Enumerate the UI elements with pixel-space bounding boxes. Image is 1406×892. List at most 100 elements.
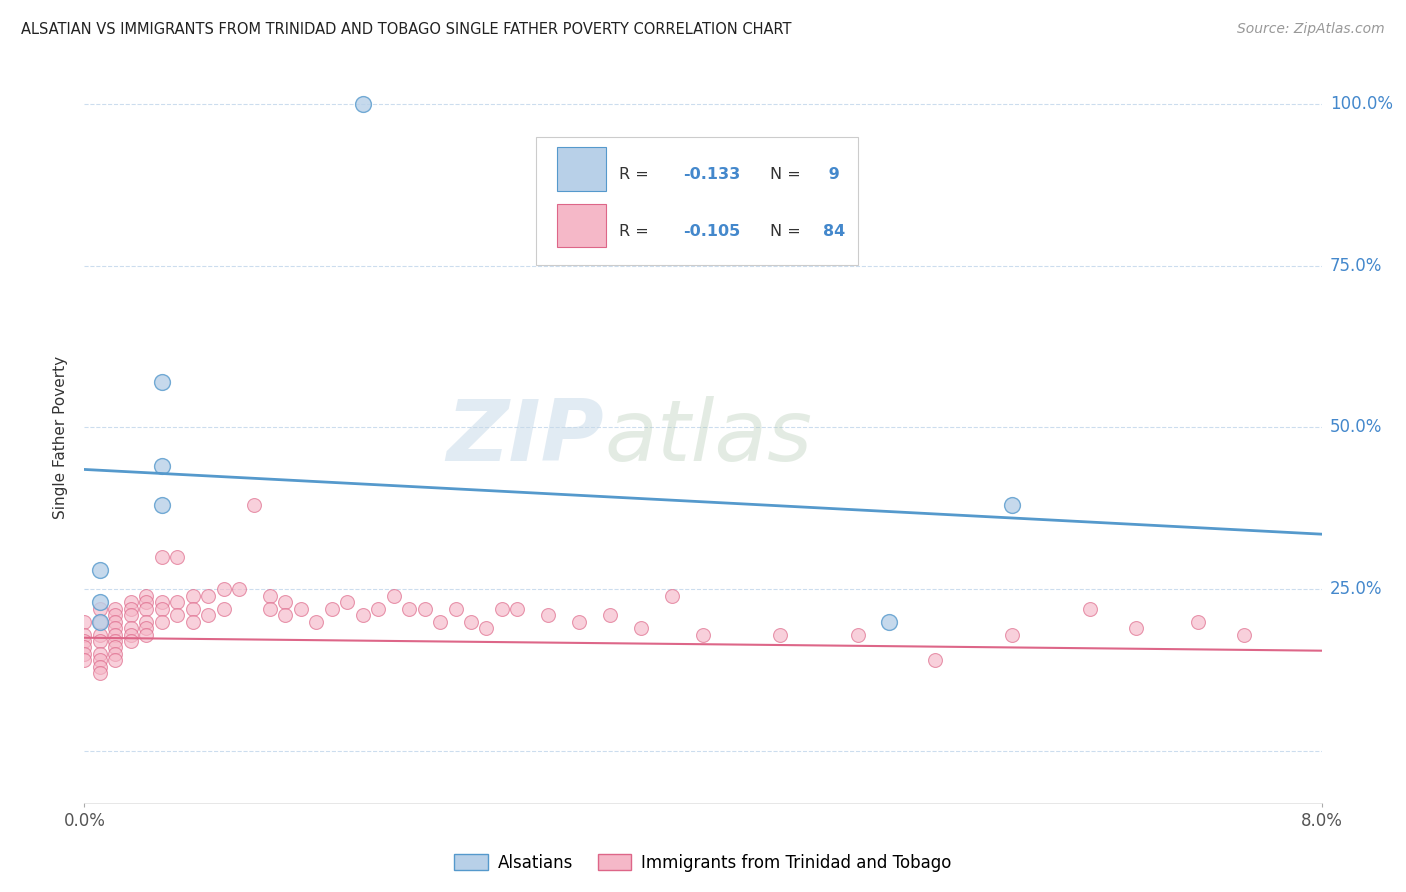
Text: ALSATIAN VS IMMIGRANTS FROM TRINIDAD AND TOBAGO SINGLE FATHER POVERTY CORRELATIO: ALSATIAN VS IMMIGRANTS FROM TRINIDAD AND… (21, 22, 792, 37)
Point (877, 615, 900, 629)
Point (89, 634, 111, 648)
Point (491, 601, 513, 615)
Text: R =: R = (619, 167, 654, 182)
Point (104, 621, 127, 635)
Point (259, 589, 281, 603)
Point (104, 634, 127, 648)
Text: -0.133: -0.133 (683, 167, 741, 182)
Point (89, 627, 111, 641)
Point (197, 589, 219, 603)
Point (413, 601, 436, 615)
Point (73, 615, 96, 629)
Text: atlas: atlas (605, 395, 813, 479)
Point (89, 595, 111, 609)
Point (135, 615, 157, 629)
Point (212, 601, 235, 615)
Point (398, 601, 420, 615)
Point (769, 627, 792, 641)
Point (166, 595, 188, 609)
Point (166, 608, 188, 623)
Point (120, 621, 142, 635)
FancyBboxPatch shape (557, 203, 606, 247)
Text: 84: 84 (823, 224, 845, 239)
Text: 100.0%: 100.0% (1330, 95, 1393, 112)
Point (89, 615, 111, 629)
Point (367, 601, 389, 615)
Point (382, 589, 405, 603)
Point (104, 640, 127, 655)
Point (135, 627, 157, 641)
Point (321, 601, 343, 615)
Point (89, 660, 111, 674)
Point (352, 608, 374, 623)
Point (89, 653, 111, 667)
Point (73, 634, 96, 648)
Point (630, 621, 652, 635)
Point (73, 640, 96, 655)
Point (924, 653, 946, 667)
Point (274, 595, 297, 609)
FancyBboxPatch shape (557, 147, 606, 191)
Point (181, 615, 204, 629)
Legend: Alsatians, Immigrants from Trinidad and Tobago: Alsatians, Immigrants from Trinidad and … (447, 847, 959, 879)
Text: 75.0%: 75.0% (1330, 257, 1382, 275)
Point (120, 601, 142, 615)
Point (1001, 627, 1024, 641)
Point (104, 653, 127, 667)
Point (1125, 621, 1147, 635)
Y-axis label: Single Father Poverty: Single Father Poverty (53, 356, 69, 518)
Point (89, 615, 111, 629)
Point (181, 601, 204, 615)
Point (568, 615, 591, 629)
Point (692, 627, 714, 641)
Point (104, 601, 127, 615)
Point (73, 653, 96, 667)
Text: 9: 9 (823, 167, 839, 182)
Point (475, 621, 498, 635)
Point (537, 608, 560, 623)
Point (274, 608, 297, 623)
FancyBboxPatch shape (536, 137, 858, 265)
Text: 25.0%: 25.0% (1330, 580, 1382, 599)
Text: ZIP: ZIP (446, 395, 605, 479)
Point (429, 615, 451, 629)
Point (599, 608, 621, 623)
Point (1078, 601, 1101, 615)
Point (290, 601, 312, 615)
Point (150, 498, 173, 512)
Point (150, 595, 173, 609)
Point (135, 595, 157, 609)
Point (73, 647, 96, 661)
Point (259, 601, 281, 615)
Point (150, 601, 173, 615)
Point (243, 498, 266, 512)
Point (228, 582, 250, 597)
Point (1001, 498, 1024, 512)
Point (150, 549, 173, 564)
Point (135, 589, 157, 603)
Point (120, 634, 142, 648)
Point (135, 621, 157, 635)
Text: -0.105: -0.105 (683, 224, 741, 239)
Point (89, 647, 111, 661)
Point (444, 601, 467, 615)
Text: N =: N = (770, 167, 806, 182)
Point (104, 615, 127, 629)
Point (661, 589, 683, 603)
Point (506, 601, 529, 615)
Text: N =: N = (770, 224, 806, 239)
Text: R =: R = (619, 224, 654, 239)
Point (352, 96, 374, 111)
Point (120, 627, 142, 641)
Point (336, 595, 359, 609)
Point (166, 549, 188, 564)
Point (135, 601, 157, 615)
Point (197, 608, 219, 623)
Point (1187, 615, 1209, 629)
Point (1233, 627, 1256, 641)
Point (150, 459, 173, 474)
Point (212, 582, 235, 597)
Point (89, 601, 111, 615)
Point (104, 647, 127, 661)
Point (150, 615, 173, 629)
